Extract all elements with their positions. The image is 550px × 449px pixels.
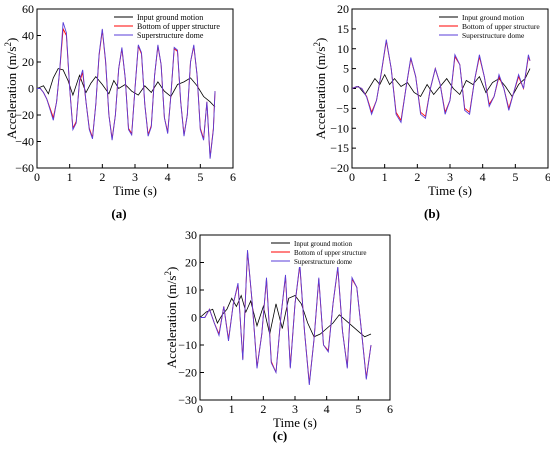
x-tick-label: 3 — [132, 170, 138, 184]
panel-label: (c) — [273, 428, 287, 443]
legend-entry: Bottom of upper structure — [462, 22, 540, 31]
legend-entry: Input ground motion — [137, 13, 203, 22]
y-tick-label: −20 — [178, 366, 197, 380]
x-tick-label: 5 — [355, 402, 361, 416]
series-line-superstructure-dome — [200, 250, 372, 385]
y-tick-label: −20 — [330, 161, 349, 175]
x-tick-label: 6 — [230, 170, 236, 184]
x-tick-label: 3 — [447, 170, 453, 184]
legend-entry: Input ground motion — [294, 240, 352, 248]
y-tick-label: 40 — [22, 29, 34, 43]
y-tick-label: 60 — [22, 2, 34, 16]
x-tick-label: 2 — [414, 170, 420, 184]
y-axis-label: Acceleration (m/s2) — [312, 38, 328, 140]
y-tick-label: 20 — [22, 55, 34, 69]
y-tick-label: −30 — [178, 393, 197, 407]
x-tick-label: 0 — [34, 170, 40, 184]
y-tick-label: 0 — [343, 82, 349, 96]
series-line-bottom-of-upper-structure — [352, 40, 531, 122]
y-tick-label: −5 — [336, 101, 349, 115]
chart-panel-3: 0 1 2 3 4 5 6 −30 −20 −10 0 10 20 30 Input ground moti… — [163, 228, 393, 443]
x-tick-label: 2 — [99, 170, 105, 184]
y-tick-label: 20 — [337, 2, 349, 16]
y-tick-label: 20 — [185, 256, 197, 270]
x-tick-label: 4 — [324, 402, 330, 416]
series-line-superstructure-dome — [37, 22, 216, 159]
y-tick-label: −10 — [330, 121, 349, 135]
y-tick-label: −60 — [15, 161, 34, 175]
y-tick-label: 0 — [28, 82, 34, 96]
y-tick-label: 5 — [343, 62, 349, 76]
x-tick-label: 5 — [512, 170, 518, 184]
series-line-input-ground-motion — [352, 68, 531, 98]
legend-entry: Superstructure dome — [462, 31, 525, 40]
y-tick-label: 15 — [337, 22, 349, 36]
x-axis-label: Time (s) — [273, 415, 317, 430]
x-tick-label: 4 — [480, 170, 486, 184]
x-tick-label: 1 — [67, 170, 73, 184]
chart-panel-1: 0 1 2 3 4 5 6 −60 −40 −20 0 20 40 60 Input ground moti… — [3, 2, 236, 221]
y-tick-label: 10 — [337, 42, 349, 56]
y-tick-label: −40 — [15, 135, 34, 149]
x-tick-label: 1 — [382, 170, 388, 184]
x-tick-label: 5 — [197, 170, 203, 184]
y-tick-label: −20 — [15, 108, 34, 122]
y-tick-label: 0 — [191, 311, 197, 325]
series-line-input-ground-motion — [200, 294, 372, 338]
y-tick-label: −10 — [178, 338, 197, 352]
panel-label: (b) — [424, 206, 440, 221]
panel-label: (a) — [111, 206, 126, 221]
x-tick-label: 1 — [229, 402, 235, 416]
x-tick-label: 0 — [349, 170, 355, 184]
x-tick-label: 2 — [260, 402, 266, 416]
x-tick-label: 3 — [292, 402, 298, 416]
y-tick-label: 10 — [185, 283, 197, 297]
x-tick-label: 6 — [545, 170, 550, 184]
y-axis-label: Acceleration (m/s2) — [163, 267, 179, 369]
legend-entry: Bottom of upper structure — [294, 249, 367, 257]
series-line-superstructure-dome — [352, 39, 531, 124]
legend-entry: Input ground motion — [462, 13, 524, 22]
y-tick-label: −15 — [330, 141, 349, 155]
x-axis-label: Time (s) — [113, 183, 157, 198]
series-line-input-ground-motion — [37, 68, 216, 108]
y-axis-label: Acceleration (m/s2) — [3, 38, 19, 140]
x-tick-label: 4 — [165, 170, 171, 184]
y-tick-label: 30 — [185, 228, 197, 242]
x-axis-label: Time (s) — [428, 183, 472, 198]
legend-entry: Superstructure dome — [294, 258, 352, 266]
x-tick-label: 0 — [197, 402, 203, 416]
legend-entry: Bottom of upper structure — [137, 22, 220, 31]
legend-entry: Superstructure dome — [137, 31, 204, 40]
chart-panel-2: 0 1 2 3 4 5 6 −20 −15 −10 −5 0 5 10 15 20 Input ground m… — [312, 2, 550, 221]
x-tick-label: 6 — [387, 402, 393, 416]
